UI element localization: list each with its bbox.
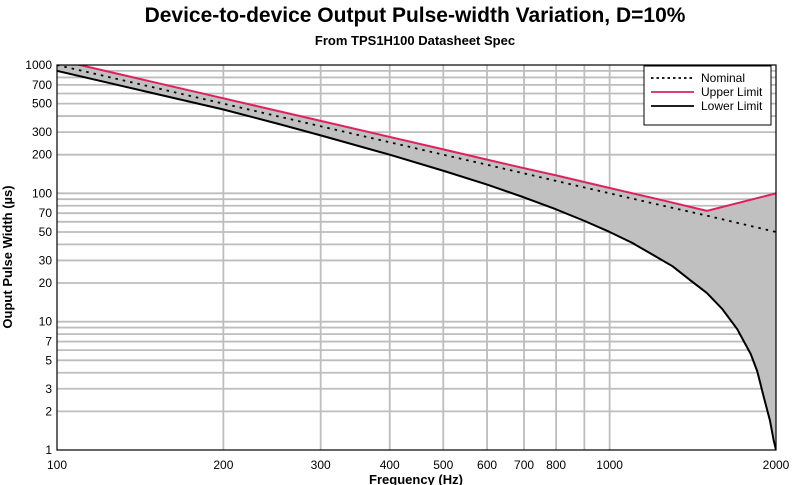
y-tick-label: 5 — [45, 353, 52, 367]
x-tick-label: 2000 — [763, 458, 790, 472]
series-lines — [57, 65, 776, 450]
legend-label-upper-limit: Upper Limit — [701, 85, 763, 99]
chart-subtitle: From TPS1H100 Datasheet Spec — [314, 33, 516, 48]
y-tick-label: 10 — [39, 315, 53, 329]
series-line-lower-limit — [57, 69, 776, 450]
x-tick-label: 300 — [311, 458, 331, 472]
x-tick-label: 700 — [514, 458, 534, 472]
y-tick-label: 500 — [32, 97, 52, 111]
y-tick-label: 70 — [39, 206, 53, 220]
y-tick-label: 1000 — [25, 58, 52, 72]
y-tick-label: 20 — [39, 276, 53, 290]
y-tick-label: 1 — [45, 443, 52, 457]
legend-label-lower-limit: Lower Limit — [701, 99, 763, 113]
y-tick-label: 100 — [32, 186, 52, 200]
y-tick-label: 2 — [45, 404, 52, 418]
x-tick-label: 200 — [213, 458, 233, 472]
x-tick-label: 600 — [477, 458, 497, 472]
series-line-upper-limit — [75, 65, 776, 212]
legend: Nominal Upper Limit Lower Limit — [643, 65, 772, 126]
x-tick-label: 1000 — [596, 458, 623, 472]
x-tick-label: 400 — [380, 458, 400, 472]
chart-title: Device-to-device Output Pulse-width Vari… — [144, 4, 686, 27]
plot-frame — [56, 64, 777, 451]
x-tick-label: 500 — [433, 458, 453, 472]
y-tick-label: 30 — [39, 253, 53, 267]
x-tick-label: 100 — [47, 458, 67, 472]
legend-label-nominal: Nominal — [701, 71, 745, 85]
y-tick-label: 50 — [39, 225, 53, 239]
grid-lines — [57, 65, 776, 450]
y-tick-label: 700 — [32, 78, 52, 92]
y-tick-label: 3 — [45, 382, 52, 396]
y-tick-label: 300 — [32, 125, 52, 139]
legend-box — [643, 65, 772, 126]
y-axis-label: Ouput Pulse Width (µs) — [0, 185, 15, 328]
y-tick-label: 200 — [32, 148, 52, 162]
x-tick-label: 800 — [546, 458, 566, 472]
x-axis-label: Frequency (Hz) — [369, 472, 463, 485]
y-tick-label: 7 — [45, 335, 52, 349]
tick-labels: 100 200 300 400 500 600 700 800 1000 2000 1 2 3 5 7 10 2… — [25, 58, 789, 472]
